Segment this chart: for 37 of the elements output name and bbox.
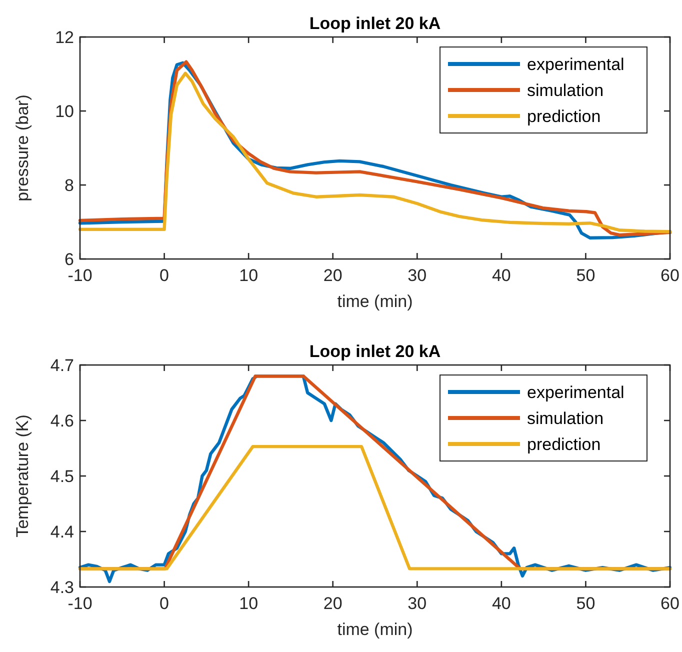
x-tick-label: 10 bbox=[239, 594, 258, 613]
y-tick-label: 8 bbox=[64, 176, 74, 195]
x-tick-label: 20 bbox=[323, 594, 342, 613]
x-tick-label: 10 bbox=[239, 266, 258, 285]
x-axis-title: time (min) bbox=[337, 620, 413, 639]
x-tick-label: 60 bbox=[660, 266, 680, 285]
x-tick-label: 60 bbox=[660, 594, 680, 613]
y-tick-label: 6 bbox=[64, 250, 74, 269]
x-tick-label: 40 bbox=[492, 266, 511, 285]
legend-label: experimental bbox=[527, 55, 624, 74]
y-tick-label: 4.6 bbox=[50, 412, 74, 430]
x-tick-label: 0 bbox=[160, 594, 170, 613]
chart-title: Loop inlet 20 kA bbox=[309, 14, 441, 33]
y-tick-label: 12 bbox=[55, 28, 74, 47]
x-tick-label: 20 bbox=[323, 266, 342, 285]
y-tick-label: 4.7 bbox=[50, 356, 74, 375]
legend-label: simulation bbox=[527, 409, 604, 428]
y-tick-label: 10 bbox=[55, 102, 74, 121]
y-axis-title: pressure (bar) bbox=[13, 94, 32, 202]
x-tick-label: 50 bbox=[576, 266, 596, 285]
x-tick-label: 50 bbox=[576, 594, 596, 613]
legend-label: experimental bbox=[527, 383, 624, 402]
x-tick-label: -10 bbox=[68, 266, 92, 285]
x-tick-label: 0 bbox=[160, 266, 170, 285]
y-tick-label: 4.5 bbox=[50, 467, 74, 486]
legend-label: prediction bbox=[527, 435, 601, 454]
chart-title: Loop inlet 20 kA bbox=[309, 342, 441, 361]
x-tick-label: 30 bbox=[408, 594, 427, 613]
y-axis-title: Temperature (K) bbox=[13, 414, 32, 538]
x-tick-label: 40 bbox=[492, 594, 511, 613]
legend-label: simulation bbox=[527, 81, 604, 100]
y-tick-label: 4.4 bbox=[50, 522, 74, 542]
legend-label: prediction bbox=[527, 107, 601, 126]
y-tick-label: 4.3 bbox=[50, 578, 74, 597]
x-tick-label: -10 bbox=[68, 594, 92, 613]
x-axis-title: time (min) bbox=[337, 292, 413, 311]
x-tick-label: 30 bbox=[408, 266, 427, 285]
